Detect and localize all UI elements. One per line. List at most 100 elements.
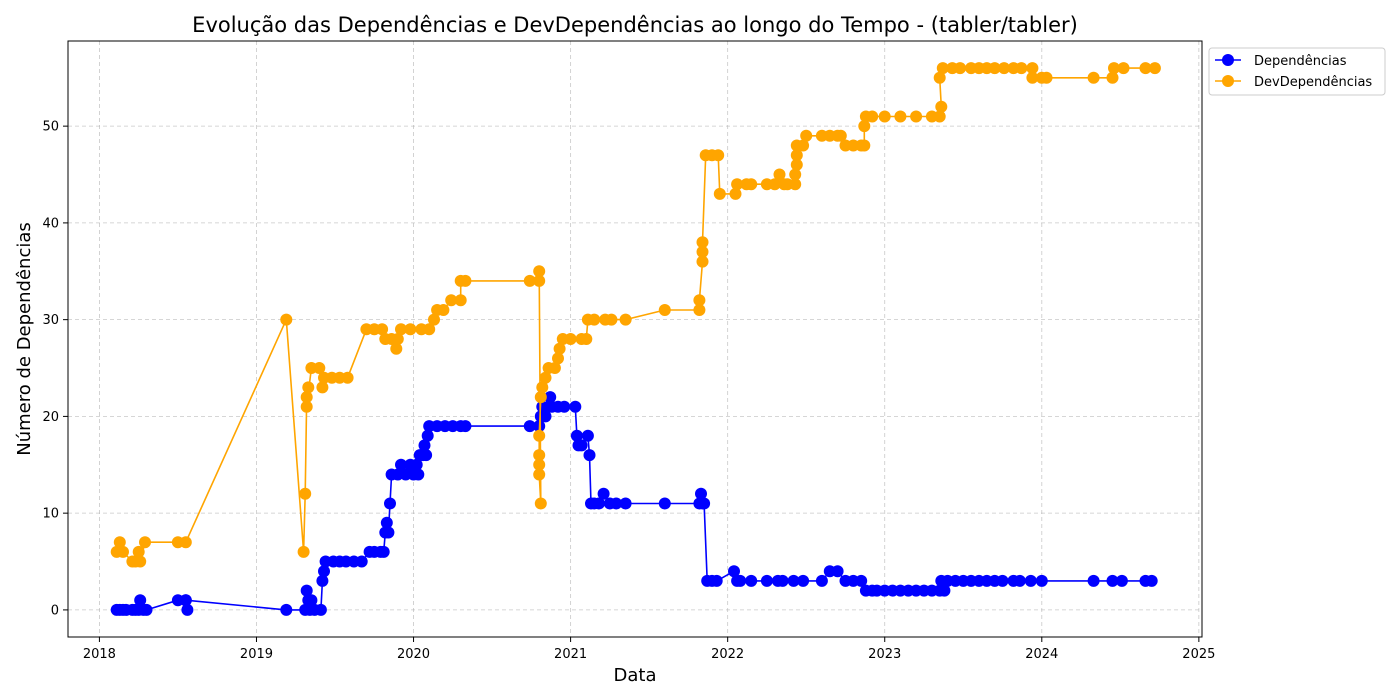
data-point [376, 323, 389, 336]
data-point [302, 381, 315, 394]
y-tick-label: 20 [42, 410, 59, 425]
data-point [797, 139, 810, 152]
data-point [316, 381, 329, 394]
data-point [790, 149, 803, 162]
x-tick-label: 2023 [868, 647, 901, 662]
data-point [1013, 574, 1026, 587]
data-point [132, 545, 145, 558]
data-point [936, 62, 949, 75]
data-point [523, 420, 536, 433]
data-point [1040, 71, 1053, 84]
legend-box [1208, 47, 1386, 96]
data-point [569, 400, 582, 413]
data-point [553, 342, 566, 355]
data-point [300, 400, 313, 413]
data-point [858, 120, 871, 133]
data-point [536, 381, 549, 394]
data-point [605, 313, 618, 326]
data-point [695, 487, 707, 500]
data-point [412, 468, 425, 481]
data-point [693, 304, 706, 316]
data-point [533, 265, 546, 278]
data-point [570, 429, 583, 442]
x-axis: 2018 2019 2020 2021 2022 2023 2024 2025 [83, 637, 1215, 662]
data-point [300, 584, 313, 597]
data-point [800, 129, 813, 142]
data-point [300, 391, 313, 404]
grid [68, 41, 1202, 637]
data-point [316, 574, 329, 587]
data-point [534, 391, 547, 404]
data-point [580, 333, 593, 345]
data-point [1148, 62, 1161, 75]
x-tick-label: 2019 [240, 647, 273, 662]
data-point [181, 603, 194, 616]
data-point [996, 574, 1009, 587]
data-point [280, 313, 293, 326]
data-point [355, 555, 368, 568]
data-point [787, 574, 800, 587]
x-tick-label: 2018 [83, 647, 116, 662]
data-point [539, 371, 552, 384]
data-point [597, 487, 610, 500]
data-point [713, 187, 726, 200]
x-tick-label: 2022 [711, 647, 744, 662]
data-point [454, 294, 467, 307]
data-point [459, 420, 472, 433]
data-point [834, 129, 847, 142]
data-point [933, 71, 946, 84]
data-point [728, 565, 740, 578]
data-point [789, 178, 802, 191]
data-point [305, 594, 318, 607]
data-point [421, 429, 434, 442]
data-point [534, 497, 547, 510]
data-point [933, 110, 946, 123]
data-point [710, 574, 723, 587]
data-point [760, 574, 773, 587]
data-point [1026, 62, 1039, 75]
x-tick-label: 2020 [397, 647, 430, 662]
y-axis-label: Número de Dependências [14, 222, 35, 456]
data-point [954, 62, 967, 75]
data-point [831, 565, 844, 578]
data-point [533, 458, 546, 471]
data-point [382, 526, 395, 539]
data-point [134, 594, 147, 607]
data-point [696, 245, 709, 258]
data-point [866, 110, 879, 123]
data-point [1015, 62, 1028, 75]
data-point [1115, 574, 1128, 587]
y-tick-label: 0 [51, 603, 59, 618]
data-point [696, 255, 709, 268]
data-point [773, 168, 786, 181]
data-point [734, 574, 747, 587]
data-point [658, 497, 671, 510]
data-point [1035, 574, 1048, 587]
data-point [878, 110, 891, 123]
data-point [581, 429, 594, 442]
data-point [113, 536, 126, 549]
data-point [418, 439, 431, 452]
data-point [696, 236, 709, 249]
chart-title: Evolução das Dependências e DevDependênc… [192, 13, 1078, 37]
data-point [938, 584, 951, 597]
data-point [1087, 71, 1100, 84]
data-point [1106, 71, 1119, 84]
data-point [437, 304, 450, 316]
data-point [384, 497, 396, 510]
y-tick-label: 40 [42, 216, 59, 231]
data-point [410, 458, 423, 471]
data-point [858, 139, 871, 152]
data-point [789, 168, 802, 181]
data-point [552, 352, 564, 365]
data-point [998, 62, 1011, 75]
data-point [855, 574, 868, 587]
legend-label-devdependencias: DevDependências [1254, 75, 1372, 90]
data-point [539, 410, 552, 423]
data-point [445, 294, 458, 307]
data-point [533, 449, 546, 462]
data-point [698, 497, 711, 510]
data-point [658, 304, 671, 316]
data-point [619, 313, 632, 326]
